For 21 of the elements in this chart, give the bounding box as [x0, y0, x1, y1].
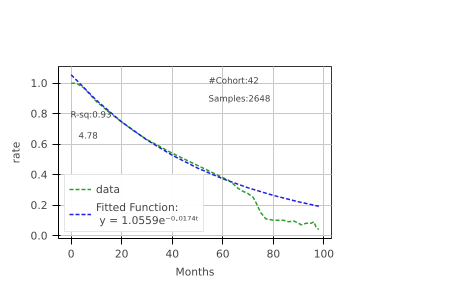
annotation: #Cohort:42	[208, 76, 259, 86]
annotation: 4.78	[78, 132, 98, 142]
x-tick-label: 60	[216, 248, 230, 260]
y-tick-label: 0.0	[30, 229, 48, 242]
x-tick-label: 80	[266, 248, 280, 260]
annotation: Samples:2648	[208, 94, 270, 104]
y-axis-title: rate	[10, 142, 23, 164]
x-tick-label: 20	[114, 248, 129, 260]
y-tick-label: 0.2	[30, 199, 48, 212]
line-series	[70, 82, 320, 230]
y-tick-label: 1.0	[30, 77, 48, 90]
x-tick-label: 100	[314, 248, 334, 260]
legend-label: Fitted Function: y = 1.0559e⁻⁰·⁰¹⁷⁴ᵗ	[96, 201, 199, 227]
annotation: R-sq:0.93	[70, 110, 112, 120]
x-tick-label: 40	[165, 248, 180, 260]
legend-label: data	[96, 182, 120, 196]
x-tick-label: 0	[68, 248, 75, 260]
y-tick-label: 0.4	[30, 168, 48, 182]
y-tick-label: 0.8	[30, 108, 48, 121]
y-tick-label: 0.6	[30, 138, 48, 152]
x-axis-title: Months	[176, 266, 215, 278]
